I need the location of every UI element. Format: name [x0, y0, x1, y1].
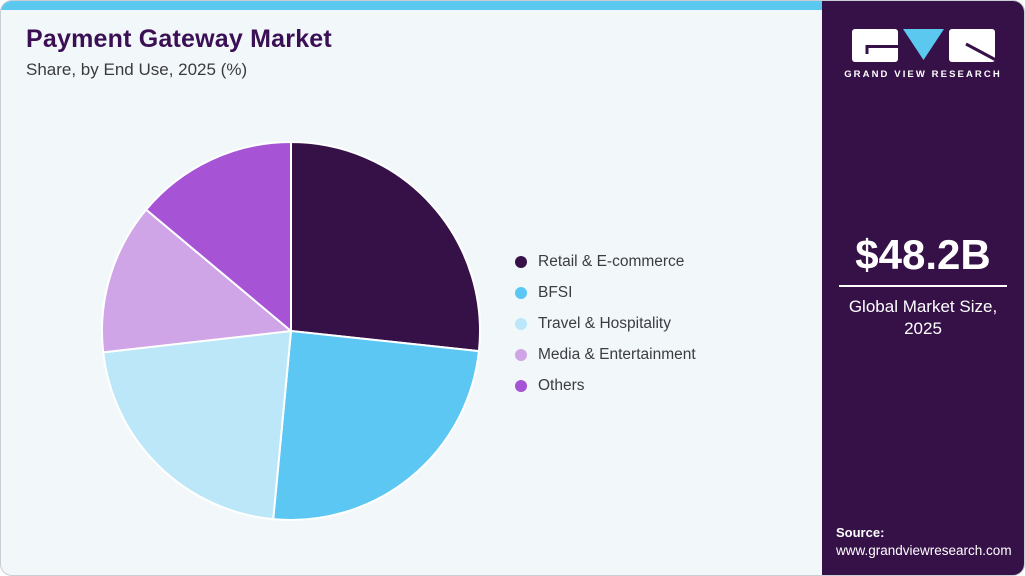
pie-chart	[101, 141, 481, 521]
source-block: Source: www.grandviewresearch.com	[836, 525, 1012, 558]
pie-slice-2	[272, 330, 480, 521]
legend: Retail & E-commerce BFSI Travel & Hospital…	[515, 253, 696, 395]
pie-slice-4	[101, 208, 292, 354]
page-title: Payment Gateway Market	[26, 25, 332, 53]
pie-slice-3	[102, 330, 292, 521]
market-size-label: Global Market Size, 2025	[822, 296, 1024, 340]
page-subtitle: Share, by End Use, 2025 (%)	[26, 60, 248, 79]
legend-item: Travel & Hospitality	[515, 315, 696, 333]
header: Payment Gateway Market Share, by End Use…	[26, 25, 332, 80]
market-size-divider	[839, 285, 1007, 288]
legend-dot-icon	[515, 287, 527, 299]
gvr-logo-g-icon	[851, 29, 898, 62]
top-accent-bar	[1, 1, 824, 10]
gvr-logo-icon	[822, 29, 1024, 62]
gvr-logo-r-icon	[948, 29, 995, 62]
source-url: www.grandviewresearch.com	[836, 543, 1012, 558]
legend-dot-icon	[515, 380, 527, 392]
brand-logo: GRAND VIEW RESEARCH	[822, 29, 1024, 80]
gvr-logo-v-icon	[902, 29, 944, 60]
legend-item: Others	[515, 377, 696, 395]
legend-dot-icon	[515, 349, 527, 361]
pie-slice-5	[145, 141, 292, 332]
market-size-label-line2: 2025	[904, 318, 942, 338]
legend-dot-icon	[515, 256, 527, 268]
market-size-value: $48.2B	[855, 231, 991, 278]
legend-label: BFSI	[538, 284, 573, 301]
market-size-label-line1: Global Market Size,	[848, 297, 998, 317]
brand-name: GRAND VIEW RESEARCH	[844, 69, 1002, 80]
legend-dot-icon	[515, 318, 527, 330]
legend-item: BFSI	[515, 284, 696, 302]
sidebar: GRAND VIEW RESEARCH $48.2B Global Market…	[822, 1, 1024, 575]
legend-item: Media & Entertainment	[515, 346, 696, 364]
legend-label: Retail & E-commerce	[538, 253, 685, 270]
source-label: Source:	[836, 525, 885, 540]
pie-slice-1	[290, 141, 481, 353]
market-size-block: $48.2B Global Market Size, 2025	[822, 231, 1024, 340]
legend-label: Others	[538, 377, 585, 394]
legend-label: Media & Entertainment	[538, 346, 696, 363]
legend-label: Travel & Hospitality	[538, 315, 671, 332]
legend-item: Retail & E-commerce	[515, 253, 696, 271]
